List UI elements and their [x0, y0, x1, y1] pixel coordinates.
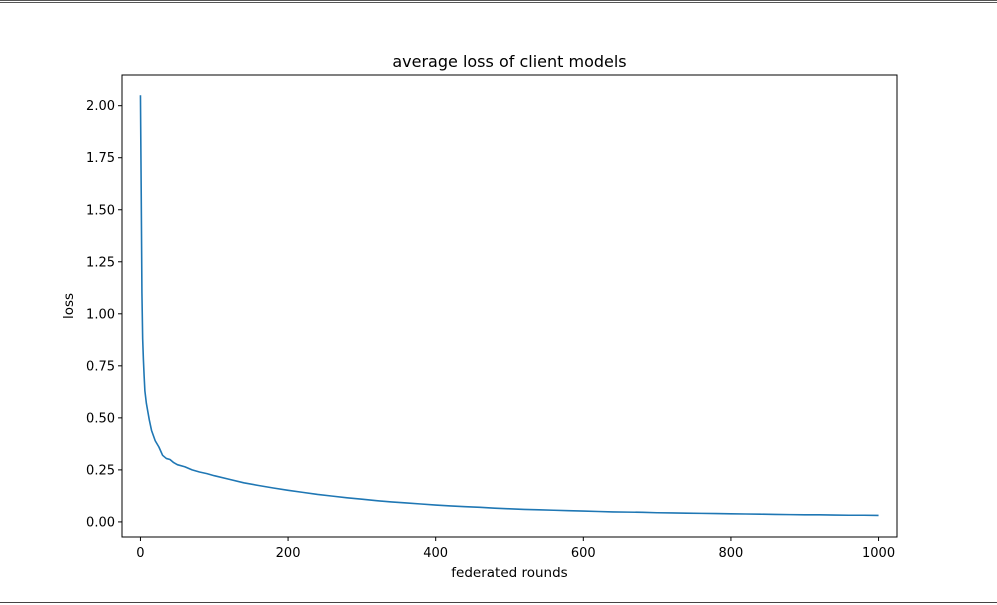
y-tick-label: 1.00: [86, 307, 115, 322]
y-tick-label: 2.00: [86, 99, 115, 114]
y-tick-label: 0.00: [86, 515, 115, 530]
y-tick-label: 0.25: [86, 463, 115, 478]
series-line: [139, 95, 879, 517]
x-tick-label: 400: [423, 546, 448, 561]
y-tick-label: 1.75: [86, 151, 115, 166]
x-tick-label: 1000: [862, 546, 895, 561]
x-tick-label: 800: [719, 546, 744, 561]
y-tick-label: 0.75: [86, 359, 115, 374]
top-rule: [0, 0, 997, 3]
chart-title: average loss of client models: [392, 52, 626, 71]
x-axis-ticks: 0 200 400 600 800 1000: [136, 537, 895, 561]
x-tick-label: 600: [571, 546, 596, 561]
bottom-rule: [0, 602, 997, 603]
y-tick-label: 0.50: [86, 411, 115, 426]
plot-frame: [121, 74, 898, 538]
x-axis-label: federated rounds: [451, 565, 567, 581]
plot-area: [122, 75, 897, 537]
y-axis-ticks: 0.00 0.25 0.50 0.75 1.00 1.25 1.50 1.75 2.00: [86, 99, 122, 530]
y-tick-label: 1.50: [86, 203, 115, 218]
x-tick-label: 0: [136, 546, 144, 561]
x-tick-label: 200: [276, 546, 301, 561]
y-tick-label: 1.25: [86, 255, 115, 270]
y-axis-label: loss: [61, 293, 77, 319]
